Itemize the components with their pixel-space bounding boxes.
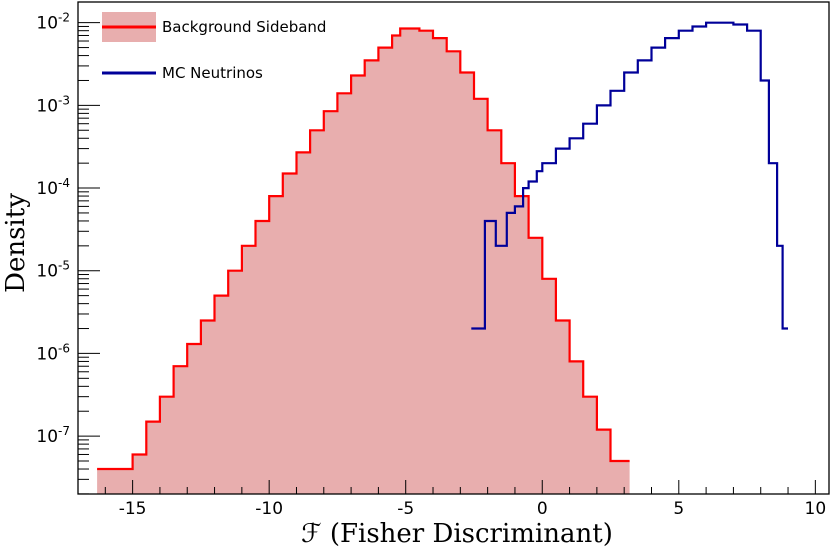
y-axis-title: Density [1,193,31,293]
legend-label-mc-neutrinos: MC Neutrinos [162,64,263,82]
x-axis-ticks: -15 -10 -5 0 5 10 [104,480,827,519]
series-fill-background-sideband [97,28,630,494]
plot-frame [77,1,830,495]
y-tick-label: 10-3 [36,93,70,116]
x-tick-label: 10 [805,499,827,519]
axes-frame [77,1,830,495]
series-line-background-sideband [97,27,630,471]
y-tick-label: 10-7 [36,424,70,447]
legend-label-background-sideband: Background Sideband [162,18,326,36]
y-tick-label: 10-4 [36,176,70,199]
x-tick-label: -15 [119,499,147,519]
y-tick-label: 10-5 [36,259,70,282]
legend: Background Sideband MC Neutrinos [102,12,326,82]
x-axis-title: ℱ (Fisher Discriminant) [301,519,613,549]
y-tick-label: 10-2 [36,11,70,34]
x-tick-label: -5 [397,499,414,519]
plot-area [97,21,788,494]
y-tick-label: 10-6 [36,341,70,364]
x-tick-label: -10 [255,499,283,519]
series-line-mc-neutrinos [471,21,788,330]
x-tick-label: 0 [537,499,548,519]
x-tick-label: 5 [673,499,684,519]
y-axis-ticks: 10-7 10-6 10-5 10-4 10-3 10-2 [36,11,100,495]
